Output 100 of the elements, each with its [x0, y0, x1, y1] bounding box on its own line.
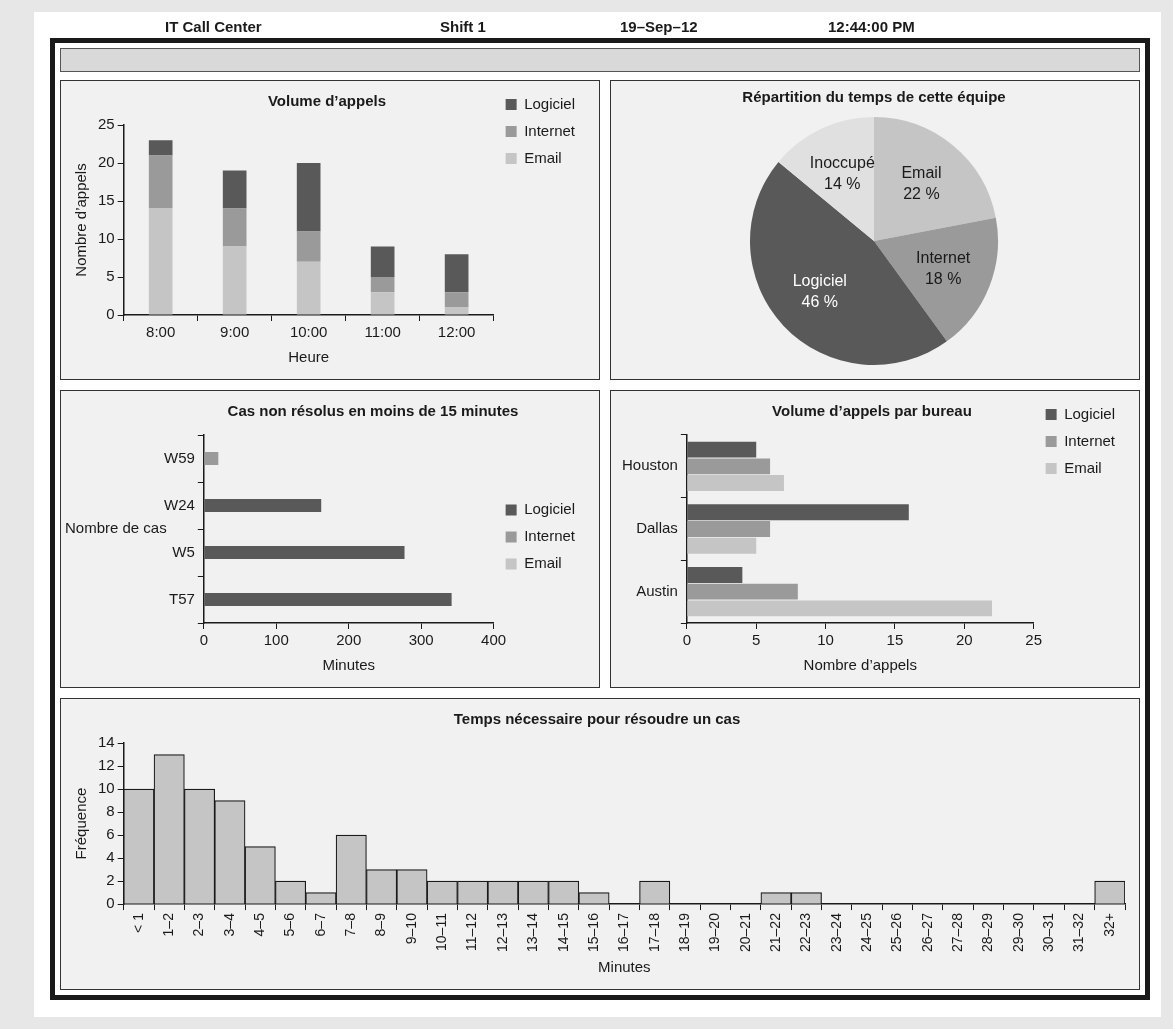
x-axis-title: Nombre d’appels [803, 656, 917, 674]
x-tick-label: 10:00 [289, 323, 328, 341]
bar [444, 307, 469, 315]
x-tick-label: 0 [199, 631, 209, 649]
x-tick-label: 0 [682, 631, 692, 649]
y-tick-label: Houston [621, 456, 678, 474]
y-tick-label: 10 [98, 229, 115, 247]
x-tick-label: 29–30 [1009, 912, 1026, 953]
bar [687, 441, 757, 458]
y-tick-label: Dallas [636, 519, 678, 537]
x-tick-label: 2–3 [190, 912, 207, 937]
y-tick-label: W24 [164, 495, 195, 513]
x-tick-label: 11:00 [364, 323, 401, 341]
legend-label: Email [524, 554, 562, 572]
x-tick-label: < 1 [129, 912, 146, 933]
legend-label: Internet [524, 121, 576, 139]
bar [204, 451, 219, 466]
bar [222, 170, 247, 209]
x-tick-label: 31–32 [1070, 912, 1087, 953]
x-tick-label: 26–27 [918, 912, 935, 953]
y-tick-label: W5 [172, 542, 195, 560]
x-tick-label: 8:00 [146, 323, 176, 341]
data-label: 22 % [903, 185, 940, 203]
x-tick-label: 9:00 [220, 323, 250, 341]
x-tick-label: 300 [408, 631, 434, 649]
x-axis-title: Heure [288, 348, 330, 366]
chart-title: Volume d’appels [267, 92, 387, 110]
x-tick-label: 3–4 [220, 912, 237, 937]
x-tick-label: 8–9 [372, 912, 389, 937]
y-tick-label: T57 [168, 589, 195, 607]
bar [148, 140, 173, 156]
bar [687, 458, 771, 475]
bar [687, 475, 784, 491]
x-tick-label: 4–5 [251, 912, 268, 937]
slice-label: Inoccupé [809, 154, 875, 172]
x-axis-title: Minutes [322, 656, 375, 674]
y-tick-label: 15 [98, 191, 115, 209]
y-tick-label: Austin [636, 581, 678, 599]
y-tick-label: W59 [164, 448, 195, 466]
legend-label: Internet [524, 527, 576, 545]
bar [222, 246, 247, 315]
x-tick-label: 400 [481, 631, 507, 649]
bar [296, 163, 321, 232]
data-label: 14 % [824, 175, 861, 193]
legend-label: Email [1064, 458, 1102, 476]
x-tick-label: 20 [955, 631, 973, 649]
slice-label: Logiciel [792, 272, 847, 290]
bar [370, 292, 395, 315]
chart-title: Temps nécessaire pour résoudre un cas [453, 710, 741, 728]
bar [687, 521, 771, 537]
chart-title: Volume d’appels par bureau [772, 402, 972, 420]
bar [444, 254, 469, 293]
x-tick-label: 28–29 [979, 912, 996, 953]
y-tick-label: 6 [106, 825, 115, 843]
x-tick-label: 1–2 [160, 912, 177, 937]
bar [687, 600, 993, 617]
bar [148, 155, 173, 209]
bar [296, 261, 321, 315]
bar [687, 537, 757, 554]
y-tick-label: 10 [98, 779, 115, 797]
bar [204, 498, 322, 513]
y-axis-title: Fréquence [72, 787, 90, 860]
x-tick-label: 13–14 [524, 912, 541, 953]
x-tick-label: 16–17 [615, 912, 632, 953]
y-tick-label: 20 [98, 153, 115, 171]
y-tick-label: 8 [106, 802, 115, 820]
x-tick-label: 32+ [1100, 913, 1117, 937]
x-tick-label: 10 [817, 631, 834, 649]
y-tick-label: 14 [98, 733, 115, 751]
text: IT Call Center [165, 18, 262, 35]
y-tick-label: 25 [98, 115, 115, 133]
x-tick-label: 5 [752, 631, 761, 649]
legend-label: Logiciel [524, 94, 576, 112]
x-tick-label: 7–8 [342, 912, 359, 937]
legend-label: Logiciel [524, 500, 576, 518]
bar [444, 292, 469, 308]
x-tick-label: 25–26 [888, 912, 905, 953]
x-tick-label: 11–12 [463, 912, 480, 951]
x-tick-label: 30–31 [1040, 912, 1056, 953]
x-axis-title: Minutes [598, 958, 651, 976]
x-tick-label: 24–25 [857, 912, 874, 953]
x-tick-label: 21–22 [766, 912, 783, 953]
bar [370, 246, 395, 277]
slice-label: Internet [916, 248, 971, 266]
x-tick-label: 6–7 [311, 912, 328, 937]
x-tick-label: 12–13 [493, 912, 510, 953]
x-tick-label: 5–6 [281, 912, 298, 937]
x-tick-label: 25 [1025, 631, 1042, 649]
legend-label: Logiciel [1064, 404, 1116, 422]
bar [687, 583, 798, 600]
bar [148, 208, 173, 315]
x-tick-label: 10–11 [433, 912, 450, 951]
bar [687, 504, 909, 521]
bar [370, 277, 395, 293]
data-label: 46 % [801, 293, 838, 311]
x-tick-label: 23–24 [827, 912, 844, 953]
text: Shift 1 [440, 18, 486, 35]
x-tick-label: 20–21 [736, 912, 753, 953]
text: 12:44:00 PM [828, 18, 915, 35]
x-tick-label: 12:00 [437, 323, 476, 341]
